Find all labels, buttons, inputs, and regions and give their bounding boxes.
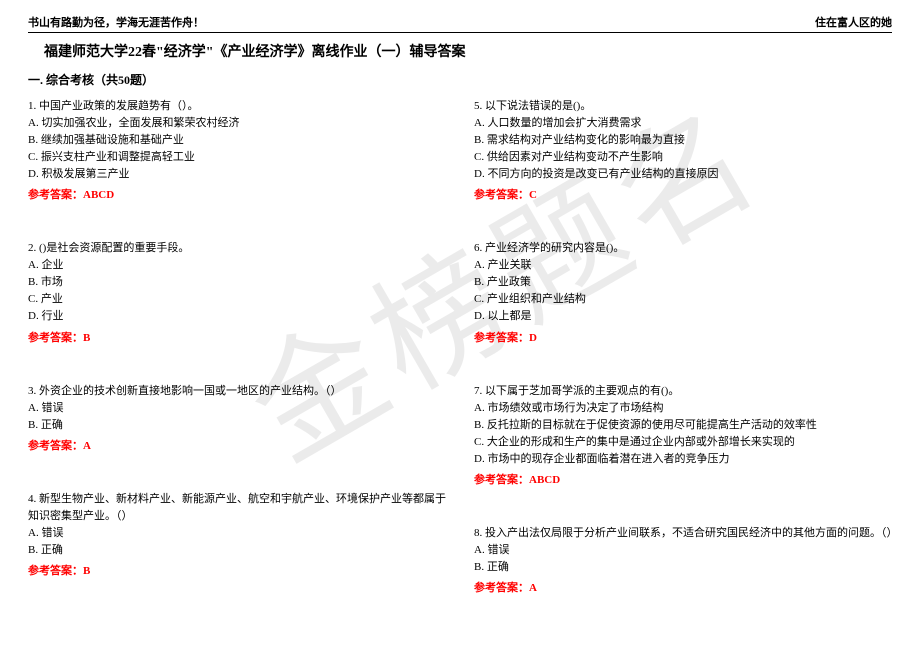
question-option: A. 企业 (28, 257, 446, 274)
question-option: C. 供给因素对产业结构变动不产生影响 (474, 149, 892, 166)
question-5: 5. 以下说法错误的是()。 A. 人口数量的增加会扩大消费需求 B. 需求结构… (474, 98, 892, 204)
columns-container: 1. 中国产业政策的发展趋势有（）。 A. 切实加强农业，全面发展和繁荣农村经济… (28, 98, 892, 633)
question-option: C. 振兴支柱产业和调整提高轻工业 (28, 149, 446, 166)
question-option: B. 正确 (28, 542, 446, 559)
question-stem: 1. 中国产业政策的发展趋势有（）。 (28, 98, 446, 115)
answer-label: 参考答案： (28, 440, 83, 452)
question-option: B. 继续加强基础设施和基础产业 (28, 132, 446, 149)
question-option: D. 不同方向的投资是改变已有产业结构的直接原因 (474, 166, 892, 183)
answer-value: C (529, 189, 537, 201)
header-left-text: 书山有路勤为径，学海无涯苦作舟！ (28, 14, 204, 30)
answer-value: ABCD (529, 474, 560, 486)
section-heading: 一. 综合考核（共50题） (28, 71, 892, 88)
question-option: B. 市场 (28, 274, 446, 291)
question-stem: 3. 外资企业的技术创新直接地影响一国或一地区的产业结构。（） (28, 383, 446, 400)
question-6: 6. 产业经济学的研究内容是()。 A. 产业关联 B. 产业政策 C. 产业组… (474, 240, 892, 346)
answer-value: B (83, 565, 90, 577)
question-stem: 5. 以下说法错误的是()。 (474, 98, 892, 115)
right-column: 5. 以下说法错误的是()。 A. 人口数量的增加会扩大消费需求 B. 需求结构… (474, 98, 892, 633)
answer-value: A (529, 582, 537, 594)
question-option: A. 错误 (28, 400, 446, 417)
answer-label: 参考答案： (28, 332, 83, 344)
question-option: A. 错误 (28, 525, 446, 542)
question-option: B. 产业政策 (474, 274, 892, 291)
question-stem: 2. ()是社会资源配置的重要手段。 (28, 240, 446, 257)
answer-label: 参考答案： (28, 565, 83, 577)
question-option: A. 产业关联 (474, 257, 892, 274)
question-8: 8. 投入产出法仅局限于分析产业间联系，不适合研究国民经济中的其他方面的问题。（… (474, 525, 892, 597)
question-option: A. 错误 (474, 542, 892, 559)
answer-line: 参考答案：A (28, 438, 446, 455)
question-stem: 7. 以下属于芝加哥学派的主要观点的有()。 (474, 383, 892, 400)
question-stem: 6. 产业经济学的研究内容是()。 (474, 240, 892, 257)
question-option: D. 积极发展第三产业 (28, 166, 446, 183)
answer-line: 参考答案：C (474, 187, 892, 204)
question-option: D. 行业 (28, 308, 446, 325)
document-title: 福建师范大学22春"经济学"《产业经济学》离线作业（一）辅导答案 (44, 41, 892, 61)
question-option: D. 市场中的现存企业都面临着潜在进入者的竞争压力 (474, 451, 892, 468)
left-column: 1. 中国产业政策的发展趋势有（）。 A. 切实加强农业，全面发展和繁荣农村经济… (28, 98, 446, 633)
answer-label: 参考答案： (474, 189, 529, 201)
question-option: C. 产业组织和产业结构 (474, 291, 892, 308)
question-option: A. 人口数量的增加会扩大消费需求 (474, 115, 892, 132)
question-option: B. 正确 (28, 417, 446, 434)
question-option: B. 需求结构对产业结构变化的影响最为直接 (474, 132, 892, 149)
question-option: C. 大企业的形成和生产的集中是通过企业内部或外部增长来实现的 (474, 434, 892, 451)
answer-line: 参考答案：B (28, 563, 446, 580)
question-option: C. 产业 (28, 291, 446, 308)
question-2: 2. ()是社会资源配置的重要手段。 A. 企业 B. 市场 C. 产业 D. … (28, 240, 446, 346)
answer-value: A (83, 440, 91, 452)
question-4: 4. 新型生物产业、新材料产业、新能源产业、航空和宇航产业、环境保护产业等都属于… (28, 491, 446, 580)
page-container: 书山有路勤为径，学海无涯苦作舟！ 住在富人区的她 福建师范大学22春"经济学"《… (0, 0, 920, 647)
answer-value: D (529, 332, 537, 344)
answer-line: 参考答案：A (474, 580, 892, 597)
question-1: 1. 中国产业政策的发展趋势有（）。 A. 切实加强农业，全面发展和繁荣农村经济… (28, 98, 446, 204)
header-row: 书山有路勤为径，学海无涯苦作舟！ 住在富人区的她 (28, 14, 892, 33)
answer-value: B (83, 332, 90, 344)
header-right-text: 住在富人区的她 (815, 14, 892, 30)
question-7: 7. 以下属于芝加哥学派的主要观点的有()。 A. 市场绩效或市场行为决定了市场… (474, 383, 892, 489)
answer-value: ABCD (83, 189, 114, 201)
question-option: B. 正确 (474, 559, 892, 576)
question-stem: 4. 新型生物产业、新材料产业、新能源产业、航空和宇航产业、环境保护产业等都属于… (28, 491, 446, 525)
answer-label: 参考答案： (474, 332, 529, 344)
answer-line: 参考答案：ABCD (474, 472, 892, 489)
question-stem: 8. 投入产出法仅局限于分析产业间联系，不适合研究国民经济中的其他方面的问题。（… (474, 525, 892, 542)
answer-label: 参考答案： (28, 189, 83, 201)
question-3: 3. 外资企业的技术创新直接地影响一国或一地区的产业结构。（） A. 错误 B.… (28, 383, 446, 455)
answer-label: 参考答案： (474, 582, 529, 594)
question-option: A. 切实加强农业，全面发展和繁荣农村经济 (28, 115, 446, 132)
answer-line: 参考答案：D (474, 330, 892, 347)
answer-label: 参考答案： (474, 474, 529, 486)
answer-line: 参考答案：B (28, 330, 446, 347)
answer-line: 参考答案：ABCD (28, 187, 446, 204)
question-option: D. 以上都是 (474, 308, 892, 325)
question-option: B. 反托拉斯的目标就在于促使资源的使用尽可能提高生产活动的效率性 (474, 417, 892, 434)
question-option: A. 市场绩效或市场行为决定了市场结构 (474, 400, 892, 417)
